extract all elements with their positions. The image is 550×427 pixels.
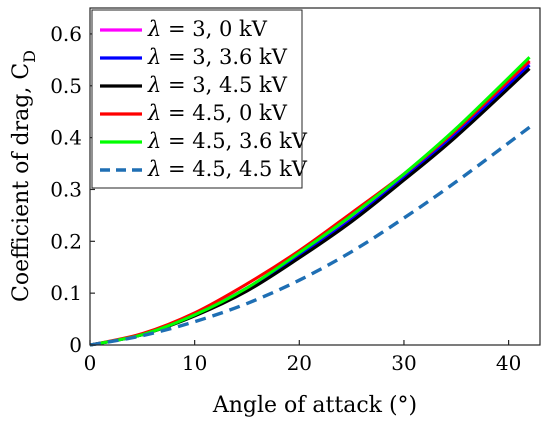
y-axis-label: Coefficient of drag, CD [9,50,39,302]
legend-label-1: λ = 3, 0 kV [147,17,268,41]
y-tick-label-5: 0.5 [50,74,82,98]
legend-text-6: = 4.5, 4.5 kV [161,157,307,181]
legend-lambda-5: λ [147,129,161,153]
legend-lambda-3: λ [147,73,161,97]
legend-box [91,9,303,189]
series-line-6 [89,125,531,347]
series-line-5 [89,56,531,347]
x-tick-label-1: 10 [182,351,207,375]
legend-label-5: λ = 4.5, 3.6 kV [147,129,308,153]
legend-text-1: = 3, 0 kV [161,17,267,41]
x-axis-label: Angle of attack (°) [212,393,417,418]
y-axis-label-main: Coefficient of drag, C [9,63,34,302]
tick-layer: 0 10 20 30 40 0 0.1 0.2 0.3 0.4 0.5 0.6 [50,22,521,375]
y-tick-label-3: 0.3 [50,177,82,201]
legend-label-4: λ = 4.5, 0 kV [147,101,288,125]
x-tick-label-3: 30 [391,351,416,375]
legend-text-5: = 4.5, 3.6 kV [161,129,307,153]
legend: λ = 3, 0 kVλ = 3, 3.6 kVλ = 3, 4.5 kVλ =… [91,9,308,189]
legend-label-3: λ = 3, 4.5 kV [147,73,288,97]
y-tick-label-6: 0.6 [50,22,82,46]
x-tick-label-2: 20 [287,351,312,375]
legend-lambda-1: λ [147,17,161,41]
y-tick-label-2: 0.2 [50,229,82,253]
plot-area-frame [89,7,541,346]
x-tick-label-0: 0 [84,351,97,375]
legend-text-3: = 3, 4.5 kV [161,73,287,97]
legend-lambda-6: λ [147,157,161,181]
legend-text-2: = 3, 3.6 kV [161,45,287,69]
y-axis-label-subscript: D [20,50,39,63]
series-layer [89,56,531,347]
y-tick-label-1: 0.1 [50,281,82,305]
legend-text-4: = 4.5, 0 kV [161,101,287,125]
y-tick-label-0: 0 [69,333,82,357]
y-tick-label-4: 0.4 [50,126,82,150]
legend-lambda-4: λ [147,101,161,125]
x-tick-label-4: 40 [496,351,521,375]
legend-label-6: λ = 4.5, 4.5 kV [147,157,308,181]
legend-label-2: λ = 3, 3.6 kV [147,45,288,69]
legend-lambda-2: λ [147,45,161,69]
